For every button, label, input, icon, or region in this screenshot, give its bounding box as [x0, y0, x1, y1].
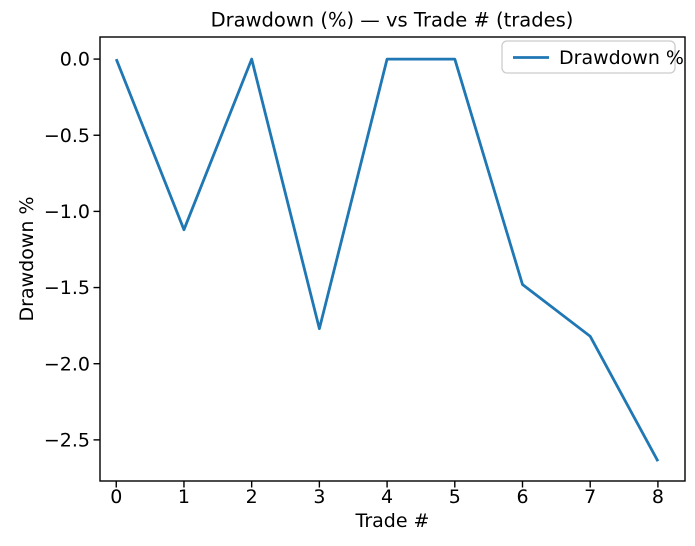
x-tick-label: 2 — [246, 486, 258, 508]
drawdown-line — [114, 57, 660, 462]
legend-box — [501, 40, 676, 74]
plot-frame — [99, 36, 686, 482]
y-tick-label: −2.5 — [44, 430, 90, 452]
x-axis-ticks: 0 1 2 3 4 5 6 7 8 — [110, 481, 664, 508]
legend-label: Drawdown % — [559, 47, 684, 69]
y-tick-label: −1.5 — [44, 277, 90, 299]
y-tick-label: −1.0 — [44, 201, 90, 223]
x-tick-label: 8 — [652, 486, 664, 508]
x-tick-label: 5 — [449, 486, 461, 508]
y-tick-label: −2.0 — [44, 353, 90, 375]
y-tick-label: 0.0 — [60, 49, 90, 71]
x-axis-label: Trade # — [355, 510, 430, 532]
x-tick-label: 1 — [178, 486, 190, 508]
y-axis-label: Drawdown % — [16, 197, 38, 322]
x-tick-label: 0 — [110, 486, 122, 508]
x-tick-label: 4 — [381, 486, 393, 508]
x-tick-label: 3 — [313, 486, 325, 508]
chart-title: Drawdown (%) — vs Trade # (trades) — [211, 9, 574, 32]
y-tick-label: −0.5 — [44, 125, 90, 147]
y-axis-ticks: 0.0 −0.5 −1.0 −1.5 −2.0 −2.5 — [44, 49, 100, 452]
legend: Drawdown % — [501, 40, 684, 74]
x-tick-label: 7 — [584, 486, 596, 508]
x-tick-label: 6 — [516, 486, 528, 508]
